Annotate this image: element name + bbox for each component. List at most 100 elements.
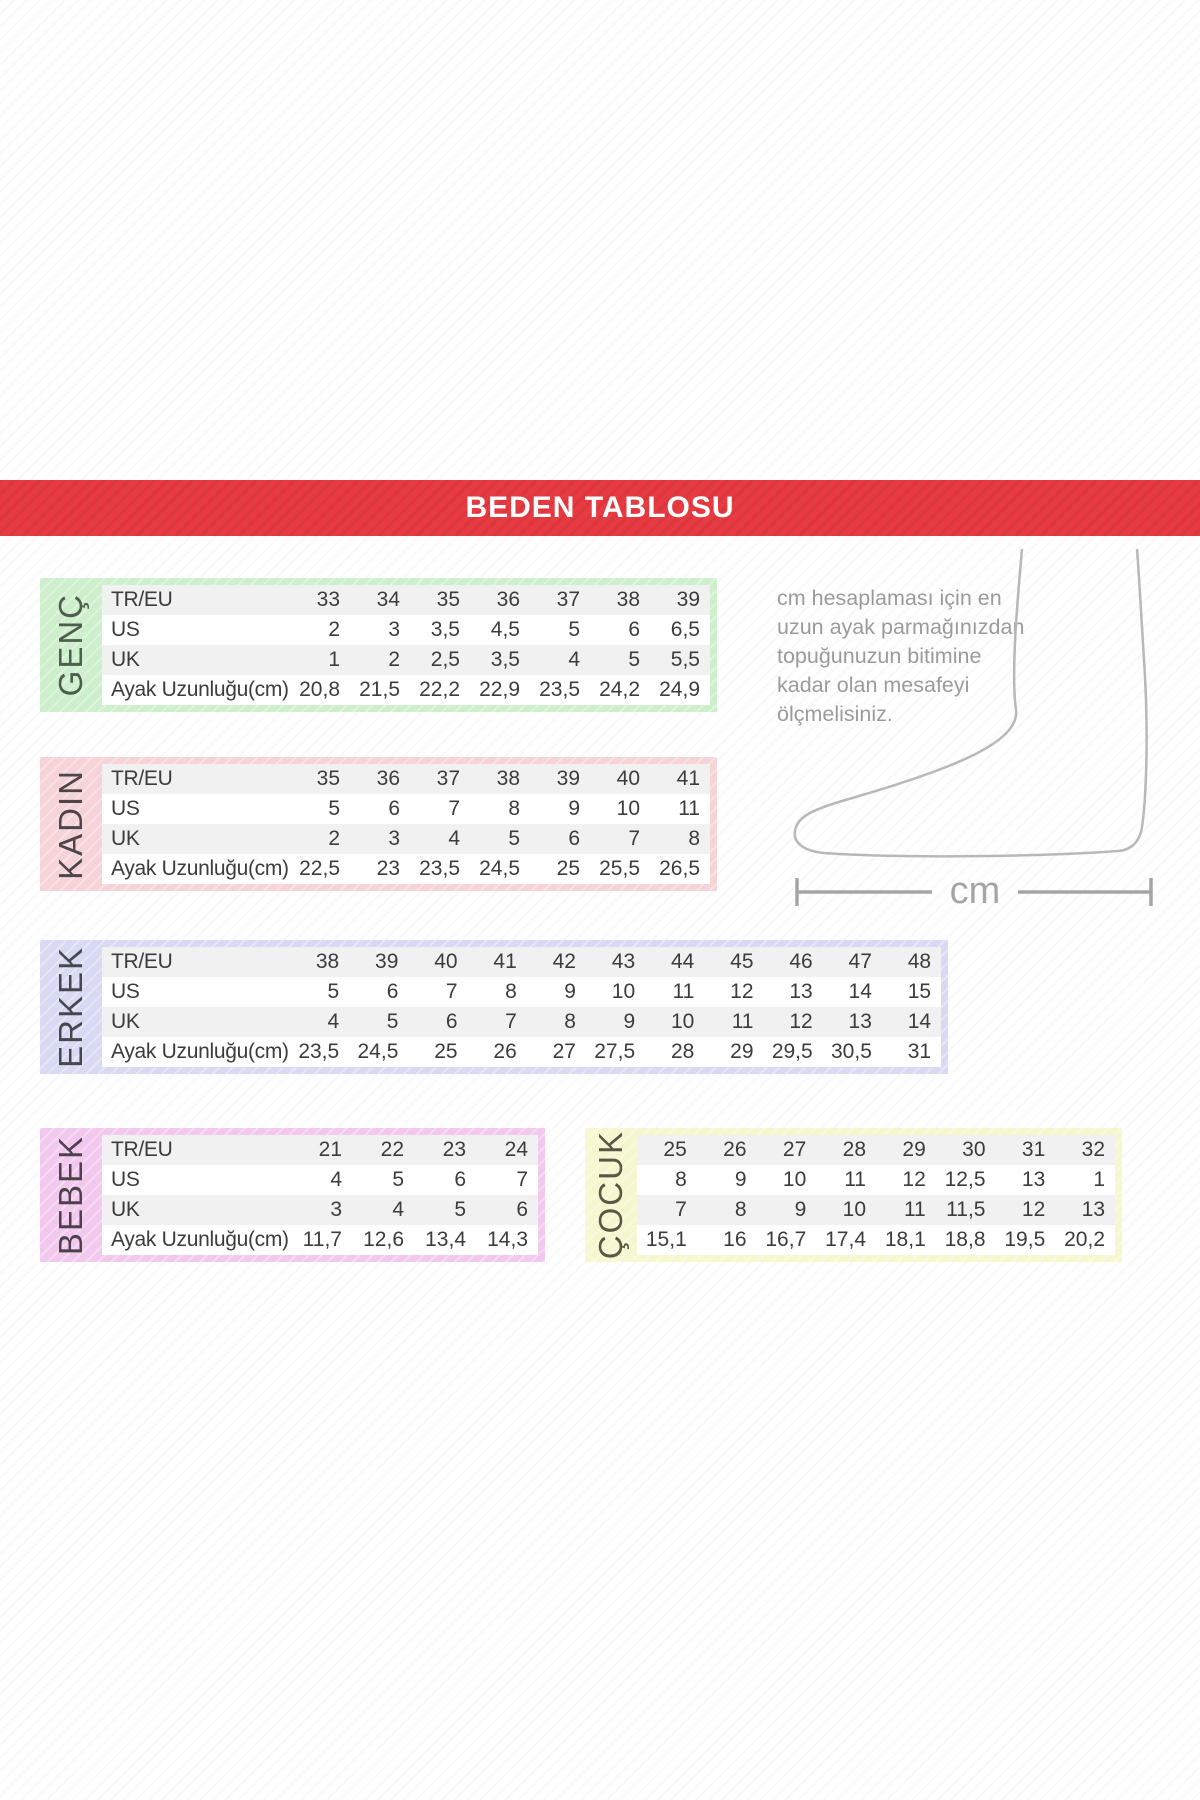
size-cell: 15,1 [645, 1228, 687, 1251]
row-label: US [111, 797, 140, 820]
size-row: 15,1 16 16,7 17,4 18,1 18,8 19,5 20,2 [637, 1225, 1115, 1255]
size-cell: 48 [907, 950, 932, 973]
size-row: US 5 6 7 8 9 10 11 [102, 794, 710, 824]
table-side-label-text: ÇOCUK [592, 1130, 629, 1260]
size-cell: 22 [380, 1138, 404, 1161]
size-cell: 24 [504, 1138, 528, 1161]
foot-outline-path [793, 548, 1148, 858]
size-cell: 4 [568, 648, 580, 671]
size-table-rows: TR/EU 35 36 37 38 39 40 41 US 5 6 7 8 9 10 11 UK 2 3 4 5 6 7 8 A… [102, 764, 710, 884]
size-cell: 34 [376, 588, 400, 611]
size-cell: 11 [903, 1198, 926, 1221]
size-table-rows: TR/EU 38 39 40 41 42 43 44 45 46 47 48 US 5 6 7 8 9 10 11 12… [102, 947, 941, 1067]
size-cell: 13 [848, 1010, 872, 1033]
size-cell: 30 [962, 1138, 986, 1161]
size-cell: 14,3 [487, 1228, 528, 1251]
size-cell: 5 [392, 1168, 404, 1191]
size-cell: 25,5 [599, 857, 640, 880]
size-cell: 27,5 [594, 1040, 636, 1063]
size-cell: 11,5 [946, 1198, 986, 1221]
size-cell: 24,9 [659, 678, 700, 701]
size-cell: 11 [672, 980, 695, 1003]
size-table-cocuk: ÇOCUK 25 26 27 28 29 30 31 32 8 9 10 11 12 12,5 13 1 7 8 9… [585, 1128, 1122, 1262]
size-cell: 5 [328, 797, 340, 820]
size-cell: 6 [445, 1010, 458, 1033]
size-cell: 9 [623, 1010, 636, 1033]
size-cell: 20,8 [299, 678, 340, 701]
size-cell: 23,5 [539, 678, 580, 701]
row-label: TR/EU [111, 950, 173, 973]
size-row: UK 3 4 5 6 [102, 1195, 538, 1225]
size-cell: 7 [516, 1168, 528, 1191]
size-cell: 37 [556, 588, 580, 611]
size-row: UK 4 5 6 7 8 9 10 11 12 13 14 [102, 1007, 941, 1037]
size-row: 7 8 9 10 11 11,5 12 13 [637, 1195, 1115, 1225]
table-side-label: KADIN [40, 757, 102, 891]
size-cell: 22,9 [479, 678, 520, 701]
size-cell: 36 [376, 767, 400, 790]
size-cell: 5 [327, 980, 340, 1003]
size-cell: 14 [848, 980, 872, 1003]
measure-instruction-text: cm hesaplaması için en uzun ayak parmağı… [777, 586, 1025, 726]
size-cell: 10 [611, 980, 636, 1003]
size-cell: 21,5 [359, 678, 400, 701]
size-cell: 13 [1021, 1168, 1046, 1191]
size-cell: 7 [505, 1010, 517, 1033]
size-cell: 4,5 [490, 618, 520, 641]
size-row: US 5 6 7 8 9 10 11 12 13 14 15 [102, 977, 941, 1007]
size-table-bebek: BEBEK TR/EU 21 22 23 24 US 4 5 6 7 UK 3 4 5 6 Ayak Uzun… [40, 1128, 545, 1262]
size-table-kadin: KADIN TR/EU 35 36 37 38 39 40 41 US 5 6 7 8 9 10 11 UK 2 3… [40, 757, 717, 891]
size-cell: 1 [328, 648, 340, 671]
size-cell: 47 [848, 950, 872, 973]
table-side-label-text: BEBEK [52, 1134, 89, 1256]
size-table-rows: TR/EU 33 34 35 36 37 38 39 US 2 3 3,5 4,5 5 6 6,5 UK 1 2 2,… [102, 585, 710, 705]
size-cell: 19,5 [1004, 1228, 1046, 1251]
size-cell: 6 [454, 1168, 466, 1191]
size-cell: 5 [568, 618, 580, 641]
size-cell: 3 [330, 1198, 342, 1221]
size-cell: 32 [1081, 1138, 1105, 1161]
size-table-rows: TR/EU 21 22 23 24 US 4 5 6 7 UK 3 4 5 6 Ayak Uzunluğu(c… [102, 1135, 538, 1255]
size-cell: 11 [731, 1010, 754, 1033]
size-row: Ayak Uzunluğu(cm) 22,5 23 23,5 24,5 25 25,5 26,… [102, 854, 710, 884]
size-cell: 4 [392, 1198, 404, 1221]
row-label: TR/EU [111, 767, 173, 790]
size-row: Ayak Uzunluğu(cm) 23,5 24,5 25 26 27 27,5 28 29 2… [102, 1037, 941, 1067]
size-cell: 18,8 [944, 1228, 986, 1251]
size-cell: 1 [1093, 1168, 1105, 1191]
row-label: Ayak Uzunluğu(cm) [111, 1040, 289, 1063]
size-cell: 7 [445, 980, 458, 1003]
size-cell: 42 [552, 950, 576, 973]
row-label: UK [111, 827, 140, 850]
row-label: UK [111, 1198, 140, 1221]
size-cell: 7 [675, 1198, 687, 1221]
size-cell: 9 [564, 980, 576, 1003]
size-cell: 3,5 [490, 648, 520, 671]
size-cell: 31 [907, 1040, 932, 1063]
size-cell: 6 [568, 827, 580, 850]
size-cell: 12,5 [944, 1168, 986, 1191]
size-cell: 5 [508, 827, 520, 850]
size-cell: 40 [434, 950, 458, 973]
size-row: TR/EU 33 34 35 36 37 38 39 [102, 585, 710, 615]
size-cell: 9 [568, 797, 580, 820]
size-cell: 25 [434, 1040, 458, 1063]
size-cell: 16,7 [765, 1228, 807, 1251]
row-label: US [111, 980, 140, 1003]
size-cell: 22,5 [299, 857, 340, 880]
size-cell: 2 [328, 827, 340, 850]
size-cell: 2 [328, 618, 340, 641]
size-cell: 41 [493, 950, 517, 973]
size-cell: 38 [616, 588, 640, 611]
size-cell: 37 [436, 767, 460, 790]
size-cell: 23 [376, 857, 400, 880]
row-label: US [111, 1168, 140, 1191]
size-cell: 4 [448, 827, 460, 850]
size-row: Ayak Uzunluğu(cm) 20,8 21,5 22,2 22,9 23,5 24,… [102, 675, 710, 705]
size-cell: 35 [316, 767, 340, 790]
size-cell: 3 [388, 618, 400, 641]
row-label: Ayak Uzunluğu(cm) [111, 857, 289, 880]
size-cell: 10 [782, 1168, 807, 1191]
size-cell: 8 [508, 797, 520, 820]
